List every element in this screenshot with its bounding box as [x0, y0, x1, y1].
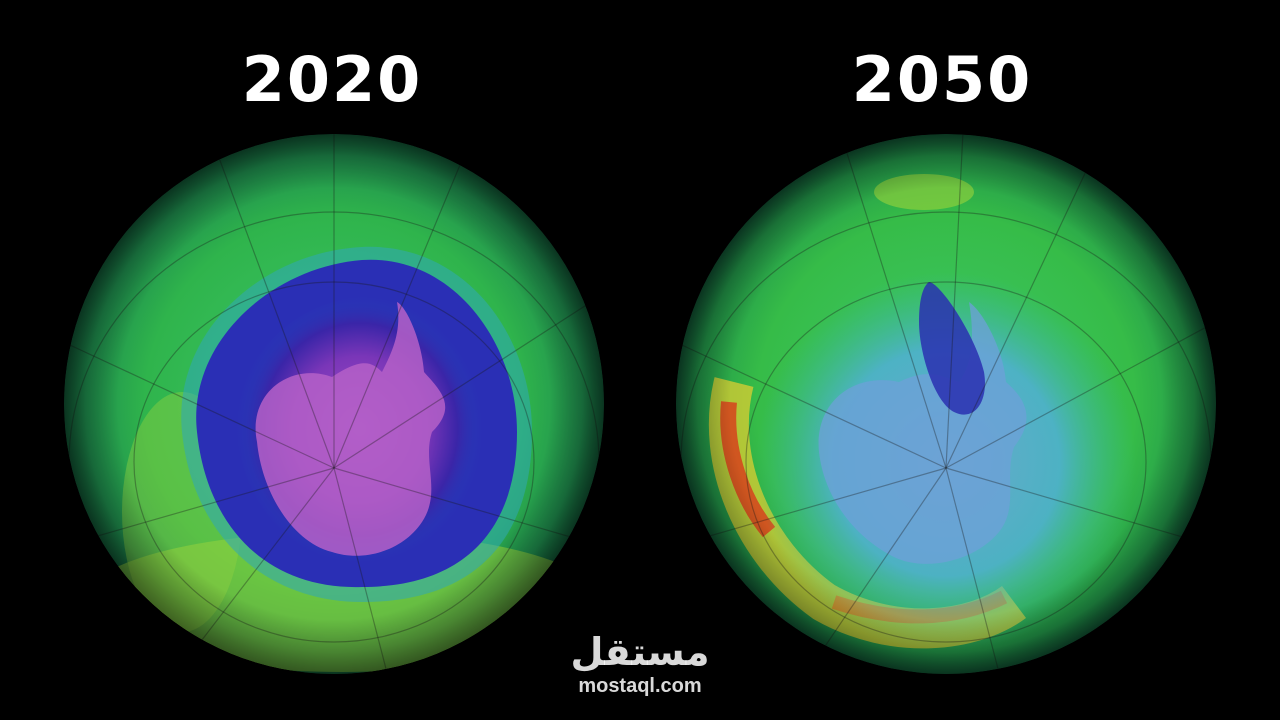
- watermark-arabic-text: مستقل: [570, 630, 710, 674]
- year-label-2050: 2050: [851, 43, 1033, 116]
- ozone-globe-2050: [676, 134, 1216, 674]
- mostaql-watermark: مستقل mostaql.com: [540, 630, 740, 710]
- ozone-globe-2020: [64, 134, 604, 674]
- watermark-url: mostaql.com: [578, 675, 702, 697]
- year-label-2020: 2020: [241, 43, 423, 116]
